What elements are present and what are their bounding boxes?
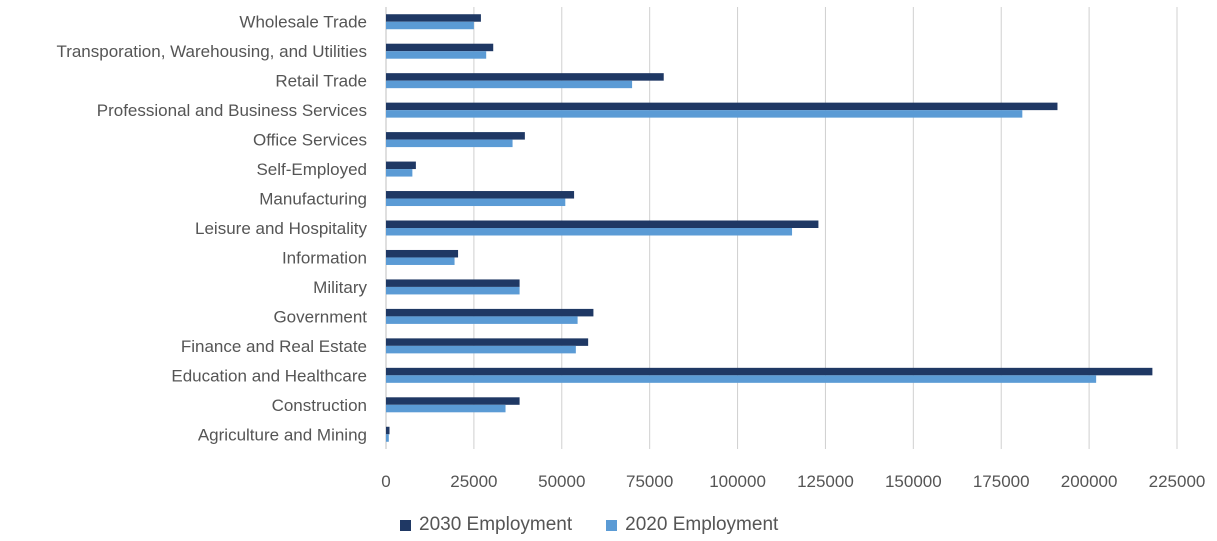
y-category-label: Leisure and Hospitality bbox=[195, 219, 367, 238]
bar-2030 bbox=[386, 367, 1153, 376]
bar-2020 bbox=[386, 345, 576, 354]
y-category-label: Information bbox=[282, 248, 367, 267]
bar-2020 bbox=[386, 375, 1097, 383]
bar-2030 bbox=[386, 14, 481, 22]
y-category-label: Finance and Real Estate bbox=[181, 337, 367, 356]
bar-2030 bbox=[386, 220, 819, 228]
bar-2030 bbox=[386, 308, 594, 317]
y-category-label: Military bbox=[313, 278, 367, 297]
bar-2020 bbox=[386, 198, 566, 207]
bar-2020 bbox=[386, 286, 520, 295]
legend-item-2020: 2020 Employment bbox=[606, 514, 778, 536]
x-tick-label: 125000 bbox=[797, 472, 854, 491]
x-tick-label: 75000 bbox=[626, 472, 673, 491]
y-category-label: Education and Healthcare bbox=[171, 366, 367, 385]
y-category-label: Office Services bbox=[253, 131, 367, 150]
y-category-label: Government bbox=[273, 307, 367, 326]
x-tick-label: 200000 bbox=[1061, 472, 1118, 491]
x-tick-label: 25000 bbox=[450, 472, 497, 491]
bar-2020 bbox=[386, 316, 578, 324]
bar-chart: 0 25000 50000 75000 100000 125000 150000 175000… bbox=[56, 7, 1206, 491]
legend-swatch-2030 bbox=[400, 519, 411, 531]
bar-2020 bbox=[386, 110, 1023, 118]
legend-swatch-2020 bbox=[606, 519, 618, 531]
y-category-label: Construction bbox=[272, 396, 367, 415]
bar-2020 bbox=[386, 80, 633, 89]
legend: 2030 Employment 2020 Employment bbox=[400, 514, 778, 536]
bar-2020 bbox=[386, 404, 506, 413]
y-category-label: Manufacturing bbox=[259, 190, 367, 209]
y-category-label: Retail Trade bbox=[275, 72, 367, 91]
legend-label-2020: 2020 Employment bbox=[625, 514, 779, 535]
bar-2020 bbox=[386, 139, 513, 148]
bar-2030 bbox=[386, 249, 459, 258]
bar-2020 bbox=[386, 21, 474, 30]
x-tick-label: 100000 bbox=[709, 472, 766, 491]
x-tick-label: 175000 bbox=[973, 472, 1030, 491]
bar-2020 bbox=[386, 169, 413, 177]
bar-2030 bbox=[386, 43, 494, 52]
bar-2030 bbox=[386, 426, 390, 435]
x-tick-label: 0 bbox=[381, 472, 390, 491]
x-tick-label: 50000 bbox=[538, 472, 585, 491]
y-category-label: Self-Employed bbox=[256, 160, 367, 179]
bar-2030 bbox=[386, 73, 664, 81]
legend-label-2030: 2030 Employment bbox=[419, 514, 573, 535]
x-tick-label: 150000 bbox=[885, 472, 942, 491]
y-category-label: Transporation, Warehousing, and Utilitie… bbox=[56, 42, 367, 61]
bar-2030 bbox=[386, 338, 589, 346]
bar-2030 bbox=[386, 279, 520, 287]
y-category-label: Wholesale Trade bbox=[239, 13, 367, 32]
bar-2030 bbox=[386, 132, 525, 140]
y-category-label: Professional and Business Services bbox=[97, 101, 367, 120]
legend-item-2030: 2030 Employment bbox=[400, 514, 572, 536]
bar-2020 bbox=[386, 257, 455, 265]
bar-2030 bbox=[386, 161, 416, 170]
bar-2020 bbox=[386, 434, 389, 442]
bar-2020 bbox=[386, 51, 487, 59]
bar-2030 bbox=[386, 102, 1058, 111]
bar-2020 bbox=[386, 228, 793, 236]
bar-2030 bbox=[386, 397, 520, 405]
y-category-label: Agriculture and Mining bbox=[198, 425, 367, 444]
bar-2030 bbox=[386, 191, 575, 199]
x-tick-label: 225000 bbox=[1149, 472, 1206, 491]
